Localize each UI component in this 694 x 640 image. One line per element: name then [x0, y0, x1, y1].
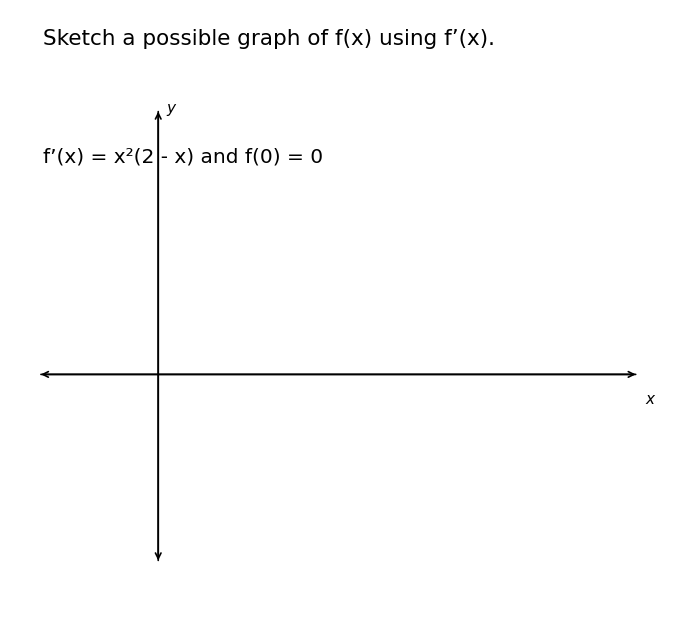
Text: y: y — [167, 101, 176, 116]
Text: f’(x) = x²(2 - x) and f(0) = 0: f’(x) = x²(2 - x) and f(0) = 0 — [43, 147, 323, 166]
Text: x: x — [645, 392, 654, 407]
Text: Sketch a possible graph of f(x) using f’(x).: Sketch a possible graph of f(x) using f’… — [43, 29, 495, 49]
